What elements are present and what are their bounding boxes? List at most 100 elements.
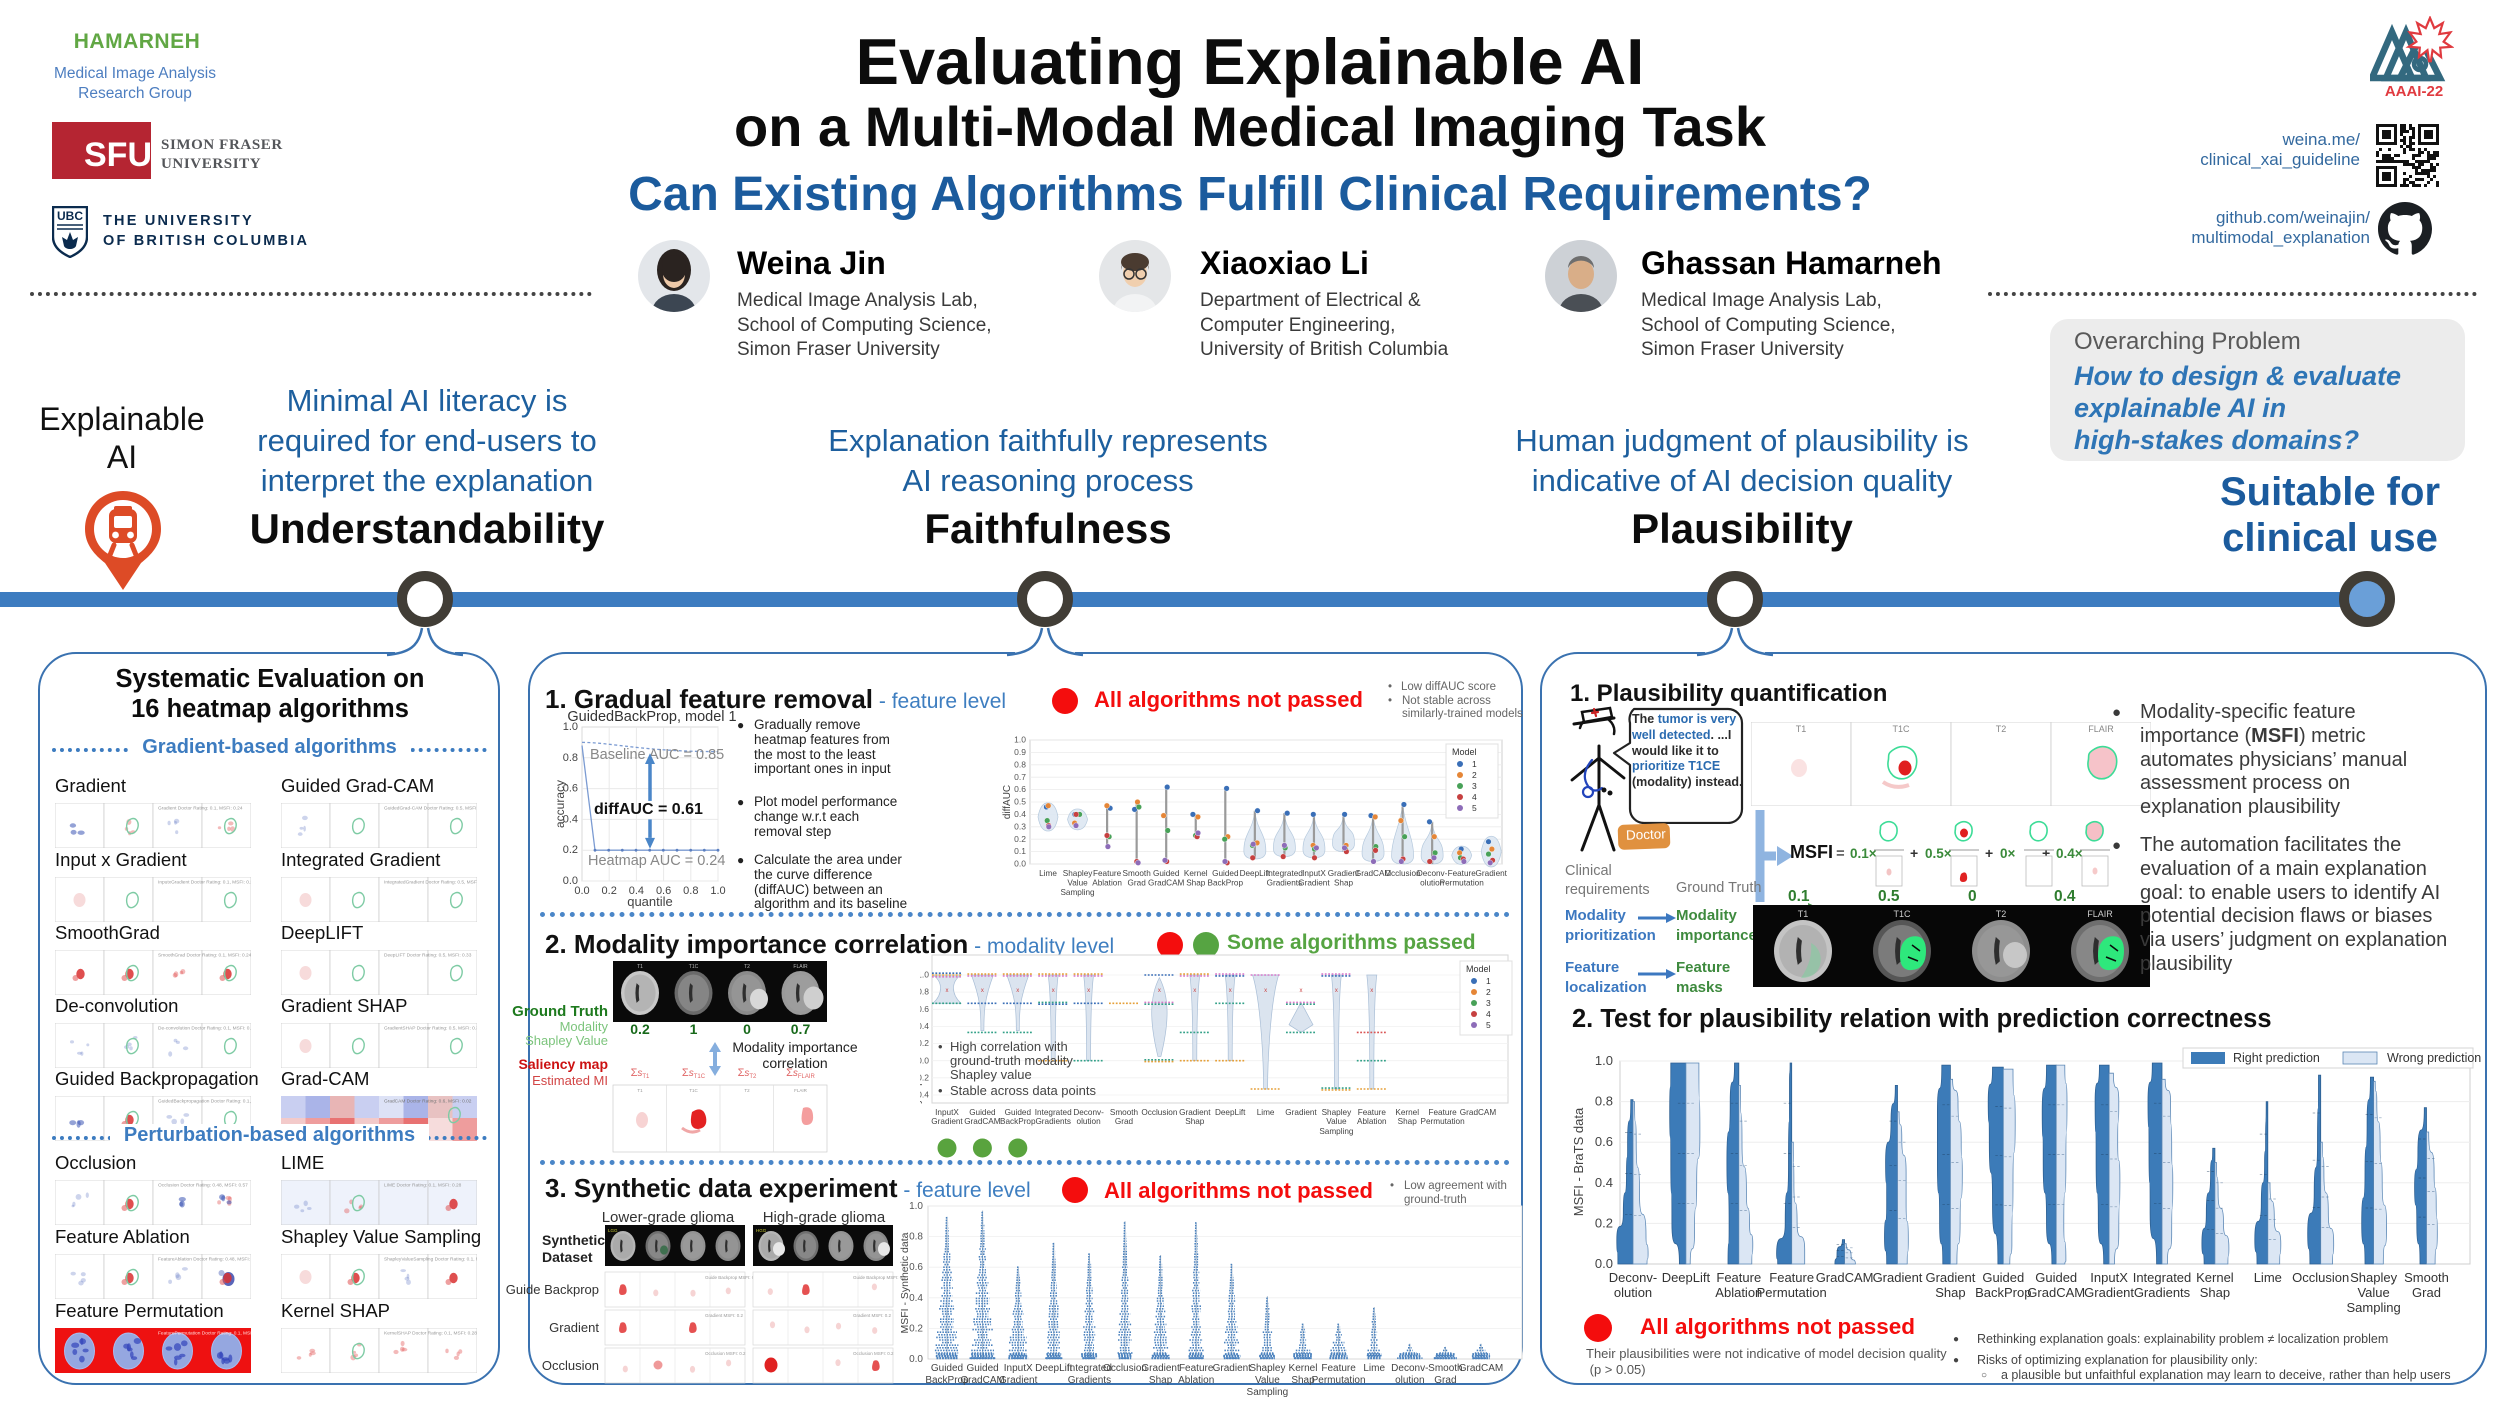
- svg-text:ΣsT1: ΣsT1: [631, 1067, 650, 1080]
- svg-text:Gradient: Gradient: [1141, 1363, 1180, 1374]
- svg-text:Smooth: Smooth: [1123, 869, 1152, 878]
- svg-text:Gradient MSFI: 0.2: Gradient MSFI: 0.2: [853, 1313, 892, 1318]
- svg-text:GradCAM Doctor Rating: 0.6,: GradCAM Doctor Rating: 0.6, MSFI: 0.02: [384, 1099, 472, 1105]
- svg-text:Permutation: Permutation: [1312, 1375, 1366, 1386]
- svg-text:Grad: Grad: [1128, 879, 1147, 888]
- svg-text:Shap: Shap: [1185, 1117, 1205, 1126]
- svg-text:Sampling: Sampling: [1060, 888, 1095, 897]
- svg-text:T1: T1: [1798, 909, 1809, 919]
- svg-text:1.0: 1.0: [710, 885, 725, 897]
- svg-text:FLAIR: FLAIR: [793, 964, 808, 970]
- svg-text:Value: Value: [1326, 1117, 1347, 1126]
- svg-text:GradCAM: GradCAM: [1816, 1270, 1874, 1285]
- svg-text:MSFI: MSFI: [1790, 842, 1833, 862]
- svg-text:0×: 0×: [2000, 846, 2016, 861]
- svg-text:Ablation: Ablation: [1357, 1117, 1387, 1126]
- svg-text:GradCAM: GradCAM: [1460, 1108, 1497, 1117]
- svg-text:0: 0: [743, 1021, 751, 1037]
- svg-text:Modality importance: Modality importance: [732, 1039, 857, 1055]
- svg-text:Occlusion MSFI: 0.2: Occlusion MSFI: 0.2: [705, 1351, 746, 1356]
- svg-text:4: 4: [1486, 1009, 1491, 1019]
- svg-text:Gradients: Gradients: [1035, 1117, 1071, 1126]
- svg-text:0.8: 0.8: [1595, 1094, 1613, 1109]
- svg-text:2: 2: [1472, 770, 1477, 780]
- svg-text:GradCAM: GradCAM: [2027, 1285, 2085, 1300]
- svg-text:Ablation: Ablation: [1092, 879, 1122, 888]
- svg-text:Heatmap AUC = 0.24: Heatmap AUC = 0.24: [588, 853, 725, 869]
- svg-text:0.8: 0.8: [563, 752, 578, 764]
- svg-text:Shap: Shap: [1291, 1375, 1315, 1386]
- svg-text:Feature: Feature: [1179, 1363, 1214, 1374]
- svg-text:Lime: Lime: [1039, 869, 1057, 878]
- svg-text:Gradients: Gradients: [2134, 1285, 2191, 1300]
- svg-text:GradCAM: GradCAM: [960, 1375, 1004, 1386]
- svg-text:FLAIR: FLAIR: [2087, 909, 2113, 919]
- svg-text:x: x: [1193, 988, 1196, 994]
- svg-text:Right prediction: Right prediction: [2233, 1051, 2320, 1065]
- svg-text:Shapley value: Shapley value: [950, 1067, 1032, 1082]
- svg-text:Guide Backprop MSFI: 0.2: Guide Backprop MSFI: 0.2: [853, 1275, 907, 1280]
- svg-text:x: x: [1335, 988, 1338, 994]
- svg-text:Feature: Feature: [1093, 869, 1122, 878]
- svg-text:Ablation: Ablation: [1178, 1375, 1214, 1386]
- svg-text:GuidedBackpropagation Docto: GuidedBackpropagation Doctor Rating: 0.1…: [158, 1099, 251, 1105]
- svg-text:DeepLIFT Doctor Rating: 0.5,: DeepLIFT Doctor Rating: 0.5, MSFI: 0.33: [384, 953, 472, 959]
- svg-text:1.0: 1.0: [563, 721, 578, 733]
- svg-text:Grad: Grad: [2412, 1285, 2441, 1300]
- svg-text:Value: Value: [1067, 879, 1088, 888]
- svg-text:Guided: Guided: [1153, 869, 1180, 878]
- svg-text:BackProp: BackProp: [1975, 1285, 2031, 1300]
- svg-text:ΣsT1C: ΣsT1C: [682, 1067, 706, 1080]
- svg-text:T1C: T1C: [1892, 724, 1910, 734]
- svg-text:GradientSHAP Doctor Rating:: GradientSHAP Doctor Rating: 0.5, MSFI: 0…: [384, 1026, 477, 1032]
- svg-text:T1: T1: [637, 1088, 643, 1093]
- svg-text:Modality Importance Correlatio: Modality Importance Correlation: [920, 1000, 923, 1135]
- svg-text:BackProp: BackProp: [925, 1375, 969, 1386]
- svg-text:Feature: Feature: [1428, 1108, 1457, 1117]
- svg-text:x: x: [1229, 988, 1232, 994]
- svg-text:Gradients: Gradients: [1267, 879, 1303, 888]
- svg-text:Occlusion: Occlusion: [542, 1358, 599, 1373]
- svg-text:Ablation: Ablation: [1715, 1285, 1762, 1300]
- svg-text:Lime: Lime: [2254, 1270, 2282, 1285]
- svg-text:InputX: InputX: [2090, 1270, 2128, 1285]
- svg-text:InputX: InputX: [1004, 1363, 1033, 1374]
- svg-text:0.9: 0.9: [1014, 747, 1026, 757]
- svg-text:+: +: [2042, 845, 2050, 861]
- svg-text:Lime: Lime: [1257, 1108, 1275, 1117]
- svg-text:0.2: 0.2: [602, 885, 617, 897]
- svg-text:FLAIR: FLAIR: [2088, 724, 2114, 734]
- svg-text:Gradient: Gradient: [1179, 1108, 1211, 1117]
- svg-text:0.4×: 0.4×: [2056, 846, 2083, 861]
- svg-text:Lower-grade glioma: Lower-grade glioma: [602, 1209, 735, 1226]
- svg-text:Feature: Feature: [1716, 1270, 1761, 1285]
- svg-text:Occlusion: Occlusion: [2292, 1270, 2349, 1285]
- svg-text:Guided: Guided: [1005, 1108, 1032, 1117]
- svg-text:Deconv-: Deconv-: [1609, 1270, 1657, 1285]
- svg-text:Feature: Feature: [1321, 1363, 1356, 1374]
- svg-text:1.0: 1.0: [1014, 735, 1026, 745]
- svg-text:1.0: 1.0: [1595, 1053, 1613, 1068]
- svg-text:Ground Truth: Ground Truth: [512, 1003, 608, 1020]
- svg-text:Kernel: Kernel: [1184, 869, 1208, 878]
- svg-text:x: x: [1052, 988, 1055, 994]
- svg-text:0.0: 0.0: [563, 875, 578, 887]
- svg-text:T1C: T1C: [689, 1088, 698, 1093]
- svg-text:FLAIR: FLAIR: [794, 1088, 808, 1093]
- svg-text:0.2: 0.2: [1014, 834, 1026, 844]
- svg-text:0.3: 0.3: [1014, 821, 1026, 831]
- svg-text:olution: olution: [1077, 1117, 1102, 1126]
- svg-text:+: +: [1985, 845, 1993, 861]
- svg-text:IntegratedGradient Doctor Ra: IntegratedGradient Doctor Rating: 0.5, M…: [384, 880, 477, 886]
- svg-text:Model: Model: [1452, 747, 1477, 757]
- svg-text:4: 4: [1472, 792, 1477, 802]
- svg-text:0.4: 0.4: [909, 1293, 923, 1304]
- svg-text:3: 3: [1486, 998, 1491, 1008]
- svg-text:GuidedGrad-CAM Doctor Rating: GuidedGrad-CAM Doctor Rating: 0.5, MSFI:…: [384, 806, 477, 812]
- svg-text:x: x: [946, 988, 949, 994]
- svg-text:T1C: T1C: [689, 964, 699, 970]
- svg-text:x: x: [1158, 988, 1161, 994]
- svg-text:Feature: Feature: [1448, 869, 1477, 878]
- svg-text:3: 3: [1472, 781, 1477, 791]
- svg-text:x: x: [1370, 988, 1373, 994]
